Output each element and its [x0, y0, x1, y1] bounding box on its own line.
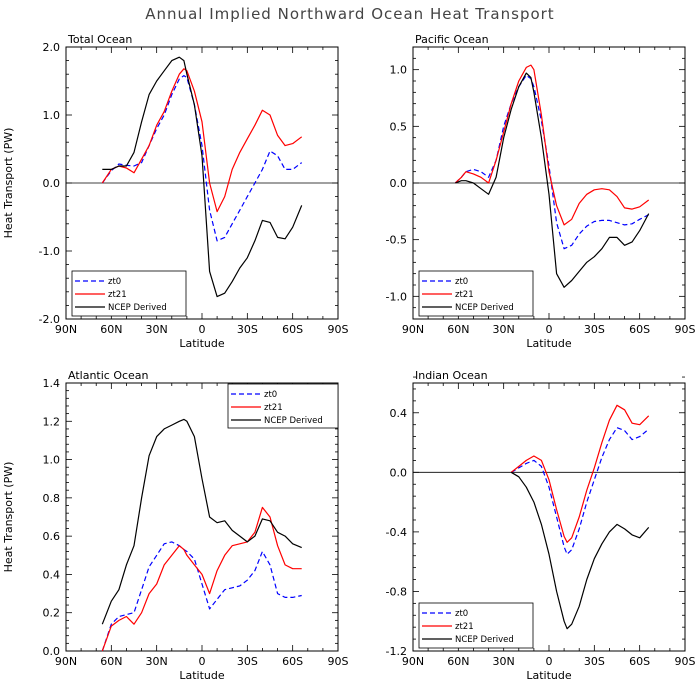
x-tick-label: 0 — [199, 655, 206, 668]
x-tick-label: 90S — [328, 655, 349, 668]
y-tick-label: 0.4 — [43, 568, 61, 581]
series-line-zt21 — [101, 506, 302, 652]
series-line-ncep-derived — [102, 56, 303, 298]
y-axis-label: Heat Transport (PW) — [2, 128, 15, 239]
legend-label-ncep-derived: NCEP Derived — [264, 416, 323, 426]
series-line-zt0 — [101, 541, 302, 652]
panel-title: Pacific Ocean — [415, 33, 489, 46]
x-tick-label: 60S — [282, 655, 303, 668]
series-line-zt21 — [510, 404, 650, 543]
x-axis-label: Latitude — [179, 669, 225, 682]
y-tick-label: 1.2 — [43, 415, 61, 428]
y-tick-label: -1.2 — [386, 645, 407, 658]
x-tick-label: 30N — [146, 323, 168, 336]
x-tick-label: 90S — [675, 323, 696, 336]
legend-label-ncep-derived: NCEP Derived — [455, 635, 514, 645]
y-tick-label: 0.5 — [390, 120, 408, 133]
x-tick-label: 90N — [402, 655, 424, 668]
x-tick-label: 30S — [237, 655, 258, 668]
x-tick-label: 60N — [100, 323, 122, 336]
legend: zt0 zt21 NCEP Derived — [71, 270, 187, 317]
x-axis-label: Latitude — [179, 337, 225, 350]
x-tick-label: 0 — [199, 323, 206, 336]
legend-label-zt0: zt0 — [108, 277, 121, 287]
x-tick-label: 90S — [328, 323, 349, 336]
legend-label-zt0: zt0 — [455, 609, 468, 619]
y-tick-label: 0.0 — [43, 177, 61, 190]
legend: zt0 zt21 NCEP Derived — [418, 270, 534, 317]
figure-title: Annual Implied Northward Ocean Heat Tran… — [145, 5, 554, 23]
x-tick-label: 30S — [237, 323, 258, 336]
x-tick-label: 60S — [629, 655, 650, 668]
x-tick-label: 30N — [493, 323, 515, 336]
legend-label-zt21: zt21 — [264, 403, 283, 413]
panel-indian-ocean: 90N 60N 30N 0 30S 60S 90S -1.2 -0.8 -0.4 0.0 0.4 Ind… — [386, 369, 696, 682]
legend-label-ncep-derived: NCEP Derived — [455, 303, 514, 313]
y-tick-label: 0.2 — [43, 607, 61, 620]
x-tick-label: 60N — [100, 655, 122, 668]
panel-title: Total Ocean — [67, 33, 132, 46]
y-tick-label: 1.0 — [43, 454, 61, 467]
series-line-ncep-derived — [510, 471, 650, 630]
panel-pacific-ocean: 90N 60N 30N 0 30S 60S 90S -1.0 -0.5 0.0 0.5 1.0 Paci… — [386, 33, 696, 350]
x-tick-label: 90N — [55, 323, 77, 336]
x-tick-label: 30S — [584, 655, 605, 668]
legend-box — [227, 383, 339, 429]
series-line-ncep-derived — [101, 418, 302, 625]
legend-label-zt21: zt21 — [108, 290, 127, 300]
legend-label-ncep-derived: NCEP Derived — [108, 303, 167, 313]
y-tick-label: 0.0 — [390, 177, 408, 190]
x-axis-label: Latitude — [526, 337, 572, 350]
y-tick-label: 1.4 — [43, 377, 61, 390]
x-tick-label: 0 — [546, 655, 553, 668]
x-tick-label: 60N — [447, 655, 469, 668]
x-tick-label: 0 — [546, 323, 553, 336]
y-tick-label: -2.0 — [39, 313, 60, 326]
series-line-zt0 — [454, 74, 649, 250]
x-tick-label: 30N — [146, 655, 168, 668]
series-line-zt0 — [101, 74, 303, 242]
y-tick-label: 0.0 — [390, 466, 408, 479]
y-tick-label: -1.0 — [386, 290, 407, 303]
x-tick-label: 60S — [629, 323, 650, 336]
y-tick-label: -0.4 — [386, 526, 407, 539]
series-line-zt21 — [454, 64, 650, 226]
y-tick-label: 0.4 — [390, 407, 408, 420]
panel-title: Indian Ocean — [415, 369, 488, 382]
x-tick-label: 90N — [55, 655, 77, 668]
panel-atlantic-ocean: 90N 60N 30N 0 30S 60S 90S 0.0 0.2 0.4 0.6 0.8 1.0 1.2… — [2, 369, 349, 682]
y-axis-label: Heat Transport (PW) — [2, 462, 15, 573]
x-tick-label: 60S — [282, 323, 303, 336]
y-tick-label: 0.6 — [43, 530, 61, 543]
series-line-zt21 — [101, 68, 303, 213]
x-tick-label: 60N — [447, 323, 469, 336]
legend-label-zt0: zt0 — [455, 277, 468, 287]
x-tick-label: 90N — [402, 323, 424, 336]
legend: zt0 zt21 NCEP Derived — [227, 383, 339, 429]
y-tick-label: -1.0 — [39, 245, 60, 258]
y-tick-label: 0.8 — [43, 492, 61, 505]
legend: zt0 zt21 NCEP Derived — [418, 602, 534, 649]
x-tick-label: 90S — [675, 655, 696, 668]
series-line-zt0 — [510, 427, 650, 555]
y-tick-label: -0.5 — [386, 234, 407, 247]
y-tick-label: 1.0 — [43, 109, 61, 122]
legend-label-zt21: zt21 — [455, 290, 474, 300]
legend-label-zt0: zt0 — [264, 390, 277, 400]
series-line-ncep-derived — [455, 72, 650, 288]
x-tick-label: 30N — [493, 655, 515, 668]
y-tick-label: 0.0 — [43, 645, 61, 658]
x-tick-label: 30S — [584, 323, 605, 336]
panel-total-ocean: 90N 60N 30N 0 30S 60S 90S -2.0 -1.0 0.0 1.0 2.0 Tota… — [2, 33, 349, 350]
y-tick-label: -0.8 — [386, 585, 407, 598]
y-tick-label: 1.0 — [390, 64, 408, 77]
x-axis-label: Latitude — [526, 669, 572, 682]
y-tick-label: 2.0 — [43, 41, 61, 54]
panel-title: Atlantic Ocean — [68, 369, 149, 382]
legend-label-zt21: zt21 — [455, 622, 474, 632]
